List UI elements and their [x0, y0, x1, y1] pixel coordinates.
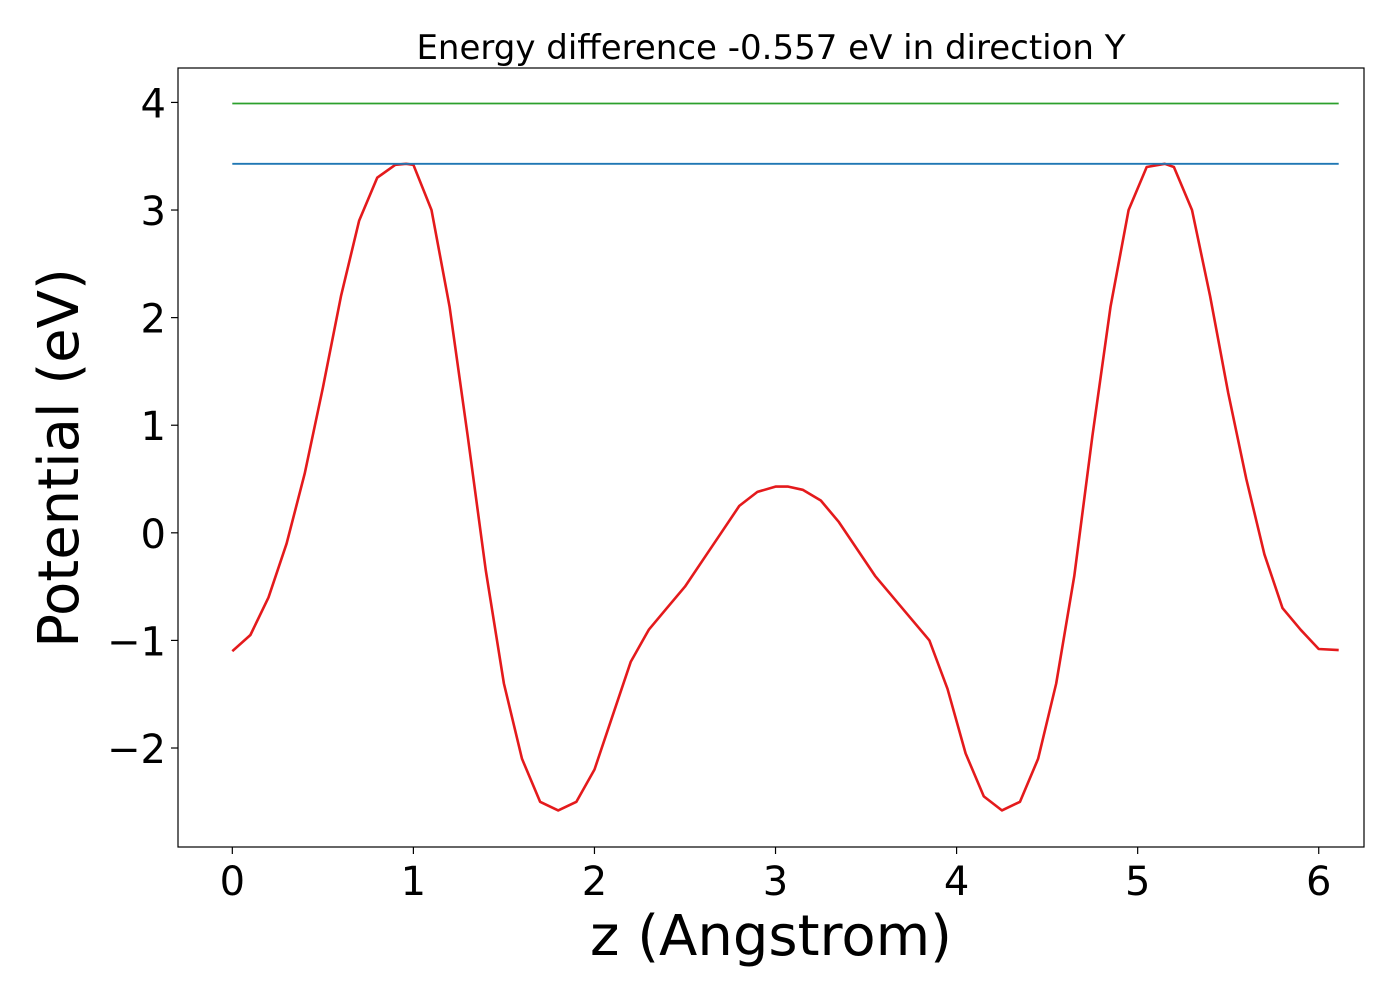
x-tick-label: 4 — [944, 859, 969, 905]
y-tick-label: −2 — [107, 727, 166, 773]
x-axis-label: z (Angstrom) — [590, 904, 952, 969]
plot-frame — [177, 67, 1365, 848]
x-tick-label: 1 — [401, 859, 426, 905]
chart-title: Energy difference -0.557 eV in direction… — [416, 28, 1125, 68]
y-tick-label: 1 — [141, 404, 166, 450]
y-tick-label: −1 — [107, 619, 166, 665]
y-tick-label: 4 — [141, 81, 166, 127]
y-tick-label: 3 — [141, 189, 166, 235]
x-tick-label: 5 — [1125, 859, 1150, 905]
x-tick-label: 6 — [1306, 859, 1331, 905]
y-axis-ticks: −2 −1 0 1 2 3 4 — [107, 81, 178, 773]
x-axis-ticks: 0 1 2 3 4 5 6 — [220, 847, 1331, 905]
y-axis-label: Potential (eV) — [27, 268, 92, 648]
x-tick-label: 2 — [582, 859, 607, 905]
x-tick-label: 0 — [220, 859, 245, 905]
y-tick-label: 0 — [141, 512, 166, 558]
plot-lines — [231, 102, 1339, 812]
x-tick-label: 3 — [763, 859, 788, 905]
y-tick-label: 2 — [141, 297, 166, 343]
potential-curve-line — [231, 162, 1339, 812]
